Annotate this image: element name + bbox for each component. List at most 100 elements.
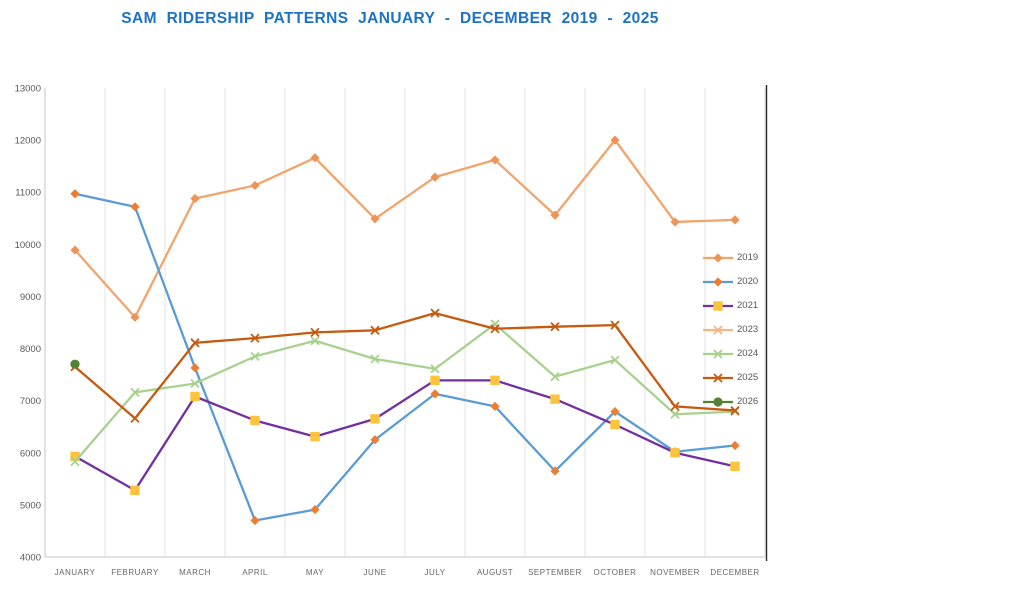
data-point-marker — [550, 372, 560, 382]
data-point-marker — [490, 155, 500, 165]
data-point-marker — [713, 301, 723, 311]
x-tick-label: DECEMBER — [710, 568, 759, 577]
x-tick-label: OCTOBER — [594, 568, 637, 577]
data-point-marker — [610, 355, 620, 365]
legend-label: 2019 — [737, 252, 759, 264]
data-point-marker — [550, 466, 560, 476]
data-point-marker — [250, 515, 260, 526]
square-legend-glyph — [703, 301, 733, 311]
series-2026 — [70, 359, 80, 369]
data-point-marker — [190, 193, 200, 204]
series-line — [73, 322, 737, 463]
data-point-marker — [310, 431, 320, 442]
data-point-marker — [713, 349, 723, 359]
data-point-marker — [670, 217, 680, 227]
data-point-marker — [370, 354, 380, 364]
data-point-marker — [190, 378, 200, 389]
data-point-marker — [70, 451, 80, 462]
data-point-marker — [130, 202, 140, 212]
x-legend-glyph — [703, 373, 733, 383]
data-point-marker — [550, 322, 560, 332]
legend-item-2026: 2026 — [702, 390, 772, 414]
legend-label: 2021 — [737, 300, 759, 312]
x-legend-glyph — [703, 325, 733, 335]
x-axis-labels: JANUARY FEBRUARY MARCH APRIL MAY JUNE JULY AUGU… — [55, 568, 760, 577]
legend-label: 2025 — [737, 372, 759, 384]
data-point-marker — [713, 253, 723, 263]
legend-item-2023: 2023 — [702, 318, 772, 342]
legend-item-2024: 2024 — [702, 342, 772, 366]
data-point-marker — [190, 391, 200, 402]
series-2019 — [70, 135, 740, 322]
data-point-marker — [490, 401, 500, 411]
y-tick-label: 9000 — [20, 292, 41, 303]
series-line — [73, 138, 737, 319]
data-point-marker — [730, 405, 740, 416]
series-line — [73, 311, 737, 420]
y-tick-label: 11000 — [15, 188, 41, 199]
series-2021 — [70, 375, 740, 495]
data-point-marker — [670, 409, 680, 419]
series-2020 — [70, 189, 740, 526]
data-point-marker — [610, 407, 620, 417]
series-line — [73, 379, 737, 492]
data-point-marker — [550, 394, 560, 404]
data-point-marker — [250, 333, 260, 343]
legend-item-2020: 2020 — [702, 270, 772, 294]
y-tick-label: 12000 — [15, 136, 41, 147]
y-tick-label: 13000 — [15, 84, 41, 95]
y-tick-label: 6000 — [20, 448, 41, 459]
data-point-marker — [430, 389, 440, 399]
data-point-marker — [713, 277, 723, 287]
data-point-marker — [550, 210, 560, 220]
legend-label: 2020 — [737, 276, 759, 288]
x-tick-label: MAY — [306, 568, 324, 577]
data-point-marker — [70, 189, 80, 199]
data-point-marker — [713, 397, 723, 407]
data-point-marker — [250, 351, 260, 362]
legend-label: 2024 — [737, 348, 759, 360]
data-point-marker — [670, 401, 680, 412]
x-tick-label: FEBRUARY — [111, 568, 159, 577]
data-point-marker — [310, 504, 320, 515]
legend: 2019 2020 2021 2023 2024 2025 2026 — [702, 246, 772, 414]
data-point-marker — [370, 435, 380, 445]
data-point-marker — [730, 215, 740, 225]
data-point-marker — [730, 440, 740, 451]
diamond-legend-glyph — [703, 277, 733, 287]
data-point-marker — [490, 324, 500, 334]
legend-item-2019: 2019 — [702, 246, 772, 270]
data-point-marker — [713, 373, 723, 383]
x-tick-label: AUGUST — [477, 568, 513, 577]
data-point-marker — [610, 320, 620, 330]
data-point-marker — [370, 214, 380, 224]
diamond-legend-glyph — [703, 253, 733, 263]
data-point-marker — [430, 172, 440, 182]
data-point-marker — [670, 448, 680, 458]
data-point-marker — [610, 419, 620, 430]
legend-item-2025: 2025 — [702, 366, 772, 390]
data-point-marker — [130, 387, 140, 397]
x-legend-glyph — [703, 349, 733, 359]
y-tick-label: 10000 — [15, 240, 41, 251]
chart-title: SAM RIDERSHIP PATTERNS JANUARY - DECEMBE… — [121, 10, 659, 27]
data-point-marker — [370, 325, 380, 335]
x-tick-label: JUNE — [364, 568, 387, 577]
y-tick-label: 8000 — [20, 344, 41, 355]
y-tick-label: 5000 — [20, 500, 41, 511]
data-point-marker — [730, 461, 740, 472]
data-point-marker — [310, 153, 320, 163]
data-point-marker — [70, 457, 80, 467]
data-point-marker — [310, 327, 320, 338]
data-point-marker — [190, 363, 200, 373]
legend-label: 2023 — [737, 324, 759, 336]
x-tick-label: APRIL — [242, 568, 268, 577]
x-tick-label: NOVEMBER — [650, 568, 700, 577]
data-point-marker — [430, 375, 440, 386]
data-point-marker — [250, 180, 260, 191]
data-point-marker — [430, 364, 440, 374]
data-point-marker — [370, 414, 380, 424]
data-point-marker — [130, 485, 140, 495]
y-tick-label: 7000 — [20, 396, 41, 407]
